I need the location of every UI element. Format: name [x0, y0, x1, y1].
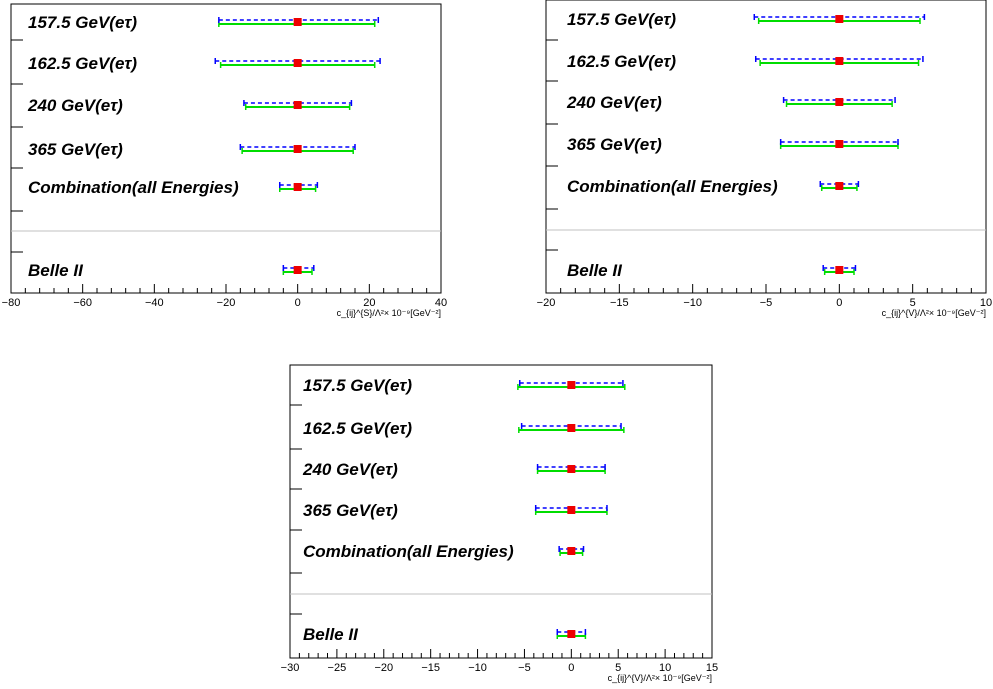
row-label: 365 GeV(eτ)	[28, 140, 123, 159]
row-label: Belle II	[303, 625, 359, 644]
plot-2: −20 −15 −10 −5 0 5 10c_{ij}^{V}/Λ²× 10⁻⁹[GeV⁻²…	[537, 0, 992, 318]
central-value-marker	[567, 506, 576, 514]
central-value-marker	[293, 101, 302, 109]
x-tick-label: −20	[374, 662, 393, 674]
row-label: Belle II	[28, 261, 84, 280]
x-tick-label: 15	[706, 662, 718, 674]
x-axis-label: c_{ij}^{S}/Λ²× 10⁻⁹[GeV⁻²]	[337, 308, 441, 318]
row-label: Combination(all Energies)	[28, 178, 239, 197]
x-tick-label: 10	[980, 297, 992, 309]
central-value-marker	[567, 465, 576, 473]
central-value-marker	[293, 266, 302, 274]
x-tick-label: −60	[73, 297, 92, 309]
x-tick-label: 40	[435, 297, 447, 309]
central-value-marker	[293, 183, 302, 191]
x-tick-label: −30	[281, 662, 300, 674]
x-tick-label: −40	[145, 297, 164, 309]
central-value-marker	[835, 15, 844, 23]
x-tick-label: 0	[295, 297, 301, 309]
x-tick-label: −15	[421, 662, 440, 674]
row-label: 240 GeV(eτ)	[302, 460, 398, 479]
x-tick-label: 0	[836, 297, 842, 309]
x-axis-label: c_{ij}^{V}/Λ²× 10⁻⁹[GeV⁻²]	[608, 673, 712, 683]
x-tick-label: −5	[518, 662, 531, 674]
central-value-marker	[835, 266, 844, 274]
x-tick-label: −15	[610, 297, 629, 309]
central-value-marker	[835, 57, 844, 65]
row-label: 162.5 GeV(eτ)	[28, 54, 137, 73]
x-tick-label: −5	[760, 297, 773, 309]
row-label: 157.5 GeV(eτ)	[28, 13, 137, 32]
central-value-marker	[835, 182, 844, 190]
x-tick-label: −10	[683, 297, 702, 309]
central-value-marker	[835, 98, 844, 106]
central-value-marker	[567, 424, 576, 432]
row-label: 365 GeV(eτ)	[567, 135, 662, 154]
x-tick-label: 0	[568, 662, 574, 674]
plot-3: −30 −25 −20 −15 −10 −5 0 5 10 15c_{ij}^{V}/Λ²× 10…	[281, 364, 718, 683]
central-value-marker	[835, 140, 844, 148]
x-tick-label: −80	[2, 297, 21, 309]
row-label: 157.5 GeV(eτ)	[303, 376, 412, 395]
row-label: 157.5 GeV(eτ)	[567, 10, 676, 29]
x-axis-label: c_{ij}^{V}/Λ²× 10⁻⁹[GeV⁻²]	[882, 308, 986, 318]
central-value-marker	[567, 630, 576, 638]
x-tick-label: 5	[910, 297, 916, 309]
row-label: 240 GeV(eτ)	[27, 96, 123, 115]
row-label: 162.5 GeV(eτ)	[567, 52, 676, 71]
x-tick-label: 10	[659, 662, 671, 674]
row-label: 162.5 GeV(eτ)	[303, 419, 412, 438]
central-value-marker	[293, 18, 302, 26]
plot-frame	[289, 364, 713, 659]
row-label: Combination(all Energies)	[567, 177, 778, 196]
x-tick-label: 5	[615, 662, 621, 674]
x-tick-label: −20	[537, 297, 556, 309]
x-tick-label: −20	[217, 297, 236, 309]
row-label: Belle II	[567, 261, 623, 280]
central-value-marker	[567, 381, 576, 389]
x-tick-label: −25	[328, 662, 347, 674]
x-tick-label: 20	[363, 297, 375, 309]
central-value-marker	[567, 547, 576, 555]
row-label: 240 GeV(eτ)	[566, 93, 662, 112]
x-tick-label: −10	[468, 662, 487, 674]
plot-1: −80 −60 −40 −20 0 20 40c_{ij}^{S}/Λ²× 10⁻⁹[GeV…	[2, 3, 447, 318]
central-value-marker	[293, 145, 302, 153]
row-label: Combination(all Energies)	[303, 542, 514, 561]
row-label: 365 GeV(eτ)	[303, 501, 398, 520]
central-value-marker	[293, 59, 302, 67]
